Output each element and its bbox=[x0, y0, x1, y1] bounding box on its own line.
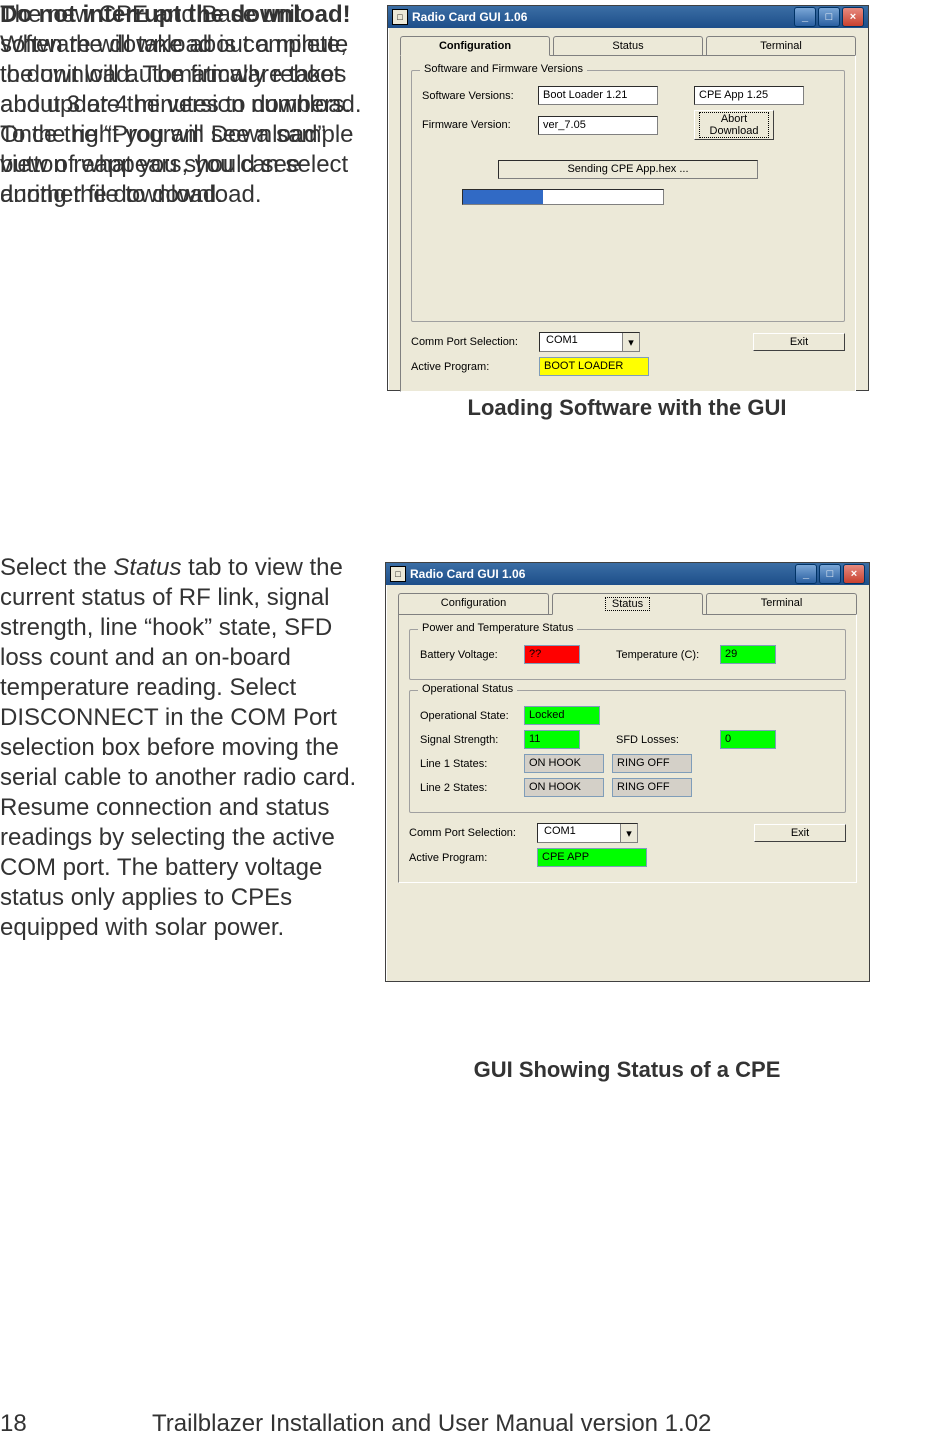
abort-download-label: Abort Download bbox=[699, 112, 769, 138]
progress-fill bbox=[463, 190, 543, 204]
combo-comm-port-value-2: COM1 bbox=[538, 824, 620, 842]
combo-comm-port[interactable]: COM1 ▾ bbox=[539, 332, 640, 352]
titlebar-2[interactable]: □ Radio Card GUI 1.06 _ □ × bbox=[386, 563, 869, 585]
tabs-row: Configuration Status Terminal bbox=[400, 36, 856, 55]
paragraph-do-not-interrupt: Do not interrupt the download! When the … bbox=[0, 0, 372, 210]
config-panel: Software and Firmware Versions Software … bbox=[400, 55, 856, 392]
combo-comm-port-value: COM1 bbox=[540, 333, 622, 351]
warning-rest: When the download is complete, the unit … bbox=[0, 31, 351, 208]
tab-status-label: Status bbox=[605, 597, 650, 611]
footer-title: Trailblazer Installation and User Manual… bbox=[152, 1410, 711, 1438]
window-title: Radio Card GUI 1.06 bbox=[412, 10, 527, 24]
exit-button[interactable]: Exit bbox=[753, 333, 845, 351]
label-active-program: Active Program: bbox=[411, 361, 531, 373]
label-op-state: Operational State: bbox=[420, 710, 516, 722]
field-line1-hook: ON HOOK bbox=[524, 754, 604, 773]
progress-bar bbox=[462, 189, 664, 205]
label-fw-version: Firmware Version: bbox=[422, 119, 530, 131]
field-signal-strength: 11 bbox=[524, 730, 580, 749]
gui-window-loading: □ Radio Card GUI 1.06 _ □ × Configuratio… bbox=[387, 5, 869, 391]
field-op-state: Locked bbox=[524, 706, 600, 725]
p3-a: Select the bbox=[0, 554, 113, 581]
legend-operational: Operational Status bbox=[418, 683, 517, 695]
label-comm-port: Comm Port Selection: bbox=[411, 336, 531, 348]
page-number: 18 bbox=[0, 1410, 27, 1438]
close-icon-2[interactable]: × bbox=[843, 564, 865, 584]
close-icon[interactable]: × bbox=[842, 7, 864, 27]
field-line1-ring: RING OFF bbox=[612, 754, 692, 773]
minimize-icon[interactable]: _ bbox=[794, 7, 816, 27]
group-power-temp: Power and Temperature Status Battery Vol… bbox=[409, 629, 846, 680]
label-line1-states: Line 1 States: bbox=[420, 758, 516, 770]
tab-terminal[interactable]: Terminal bbox=[706, 36, 856, 55]
group-sw-fw-versions: Software and Firmware Versions Software … bbox=[411, 70, 845, 322]
field-temperature: 29 bbox=[720, 645, 776, 664]
label-signal-strength: Signal Strength: bbox=[420, 734, 516, 746]
chevron-down-icon-2[interactable]: ▾ bbox=[620, 824, 637, 842]
chevron-down-icon[interactable]: ▾ bbox=[622, 333, 639, 351]
label-sw-versions: Software Versions: bbox=[422, 90, 530, 102]
field-active-program-loading: BOOT LOADER bbox=[539, 357, 649, 376]
p3-status-italic: Status bbox=[113, 554, 181, 581]
tab-status-2[interactable]: Status bbox=[552, 593, 703, 615]
status-text-sending: Sending CPE App.hex ... bbox=[498, 160, 758, 179]
field-fw-value: ver_7.05 bbox=[538, 116, 658, 135]
field-line2-hook: ON HOOK bbox=[524, 778, 604, 797]
tab-terminal-2[interactable]: Terminal bbox=[706, 593, 857, 614]
minimize-icon-2[interactable]: _ bbox=[795, 564, 817, 584]
maximize-icon-2[interactable]: □ bbox=[819, 564, 841, 584]
label-sfd-losses: SFD Losses: bbox=[616, 734, 712, 746]
exit-button-2[interactable]: Exit bbox=[754, 824, 846, 842]
label-line2-states: Line 2 States: bbox=[420, 782, 516, 794]
maximize-icon[interactable]: □ bbox=[818, 7, 840, 27]
paragraph-status-tab: Select the Status tab to view the curren… bbox=[0, 553, 372, 943]
combo-comm-port-2[interactable]: COM1 ▾ bbox=[537, 823, 638, 843]
gui-window-status: □ Radio Card GUI 1.06 _ □ × Configuratio… bbox=[385, 562, 870, 982]
tab-status[interactable]: Status bbox=[553, 36, 703, 55]
label-temperature: Temperature (C): bbox=[616, 649, 712, 661]
group-legend-sw: Software and Firmware Versions bbox=[420, 63, 587, 75]
app-icon-2: □ bbox=[390, 566, 406, 582]
window-title-2: Radio Card GUI 1.06 bbox=[410, 567, 525, 581]
status-panel: Power and Temperature Status Battery Vol… bbox=[398, 614, 857, 883]
field-boot-loader: Boot Loader 1.21 bbox=[538, 86, 658, 105]
field-active-program-status: CPE APP bbox=[537, 848, 647, 867]
tab-configuration-2[interactable]: Configuration bbox=[398, 593, 549, 614]
tabs-row-2: Configuration Status Terminal bbox=[398, 593, 857, 614]
titlebar[interactable]: □ Radio Card GUI 1.06 _ □ × bbox=[388, 6, 868, 28]
app-icon: □ bbox=[392, 9, 408, 25]
field-battery-voltage: ?? bbox=[524, 645, 580, 664]
tab-configuration[interactable]: Configuration bbox=[400, 36, 550, 56]
abort-download-button[interactable]: Abort Download bbox=[694, 110, 774, 140]
label-comm-port-2: Comm Port Selection: bbox=[409, 827, 529, 839]
caption-loading-gui: Loading Software with the GUI bbox=[387, 395, 867, 421]
field-line2-ring: RING OFF bbox=[612, 778, 692, 797]
legend-power-temp: Power and Temperature Status bbox=[418, 622, 577, 634]
caption-status-gui: GUI Showing Status of a CPE bbox=[387, 1057, 867, 1083]
group-operational-status: Operational Status Operational State: Lo… bbox=[409, 690, 846, 813]
warning-bold: Do not interrupt the download! bbox=[0, 1, 351, 28]
label-battery-voltage: Battery Voltage: bbox=[420, 649, 516, 661]
label-active-program-2: Active Program: bbox=[409, 852, 529, 864]
field-sfd-losses: 0 bbox=[720, 730, 776, 749]
p3-b: tab to view the current status of RF lin… bbox=[0, 554, 356, 941]
field-cpe-app: CPE App 1.25 bbox=[694, 86, 804, 105]
